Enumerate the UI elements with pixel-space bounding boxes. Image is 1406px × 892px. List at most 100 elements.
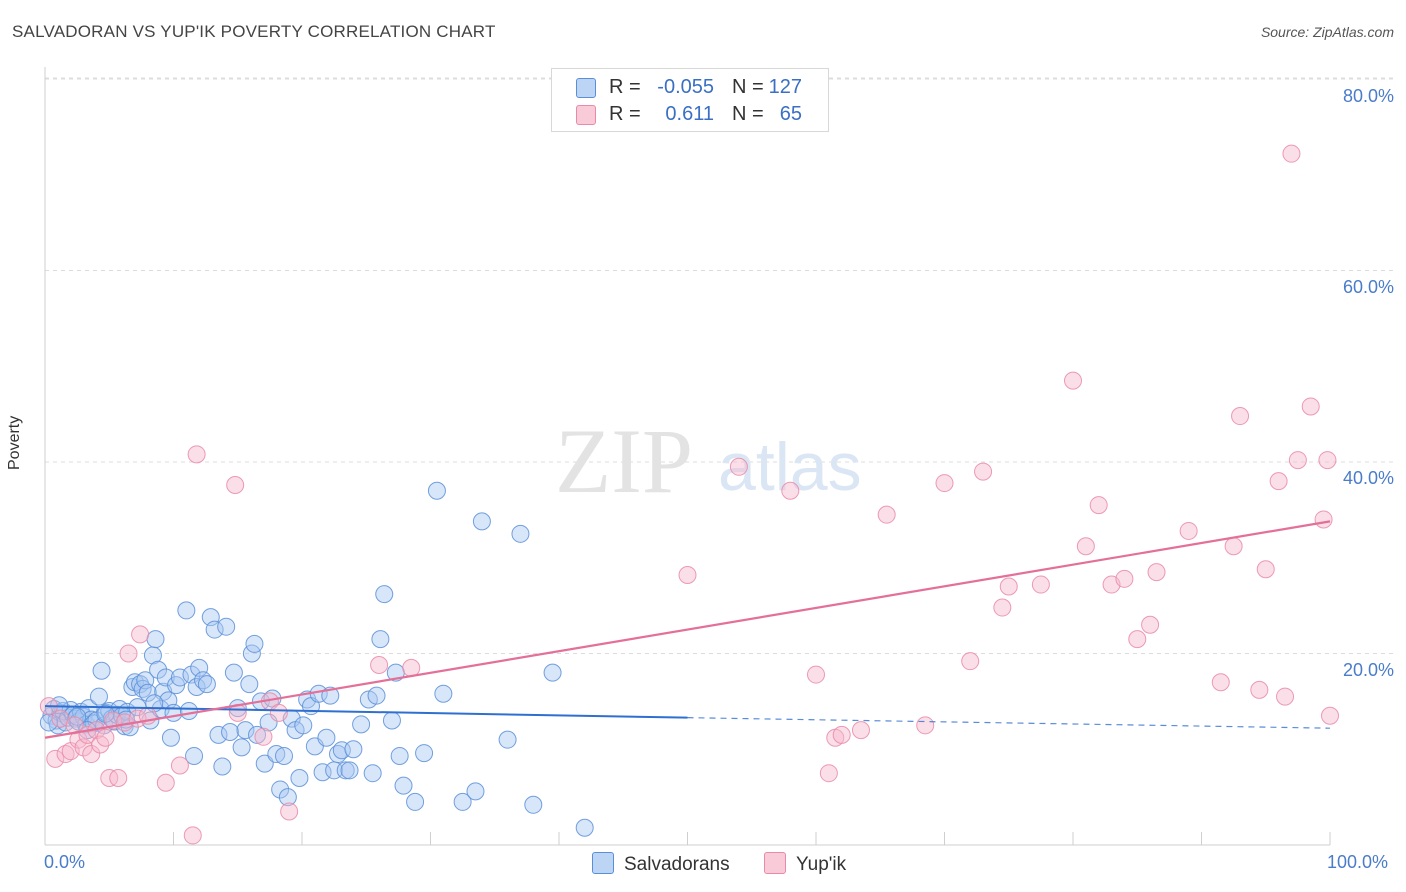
bottom-legend-salvadorans: Salvadorans: [592, 852, 730, 876]
watermark-atlas: atlas: [718, 429, 862, 505]
yupik-swatch: [576, 105, 596, 125]
salvadoran-point: [543, 663, 562, 682]
salvadoran-point: [177, 601, 196, 620]
yupik-point: [935, 474, 954, 493]
yupik-point: [1318, 451, 1337, 470]
yupik-point: [183, 826, 202, 845]
legend-r-value: -0.055: [657, 76, 714, 98]
y-axis-label: Poverty: [6, 415, 23, 470]
gridlines: [45, 77, 1395, 654]
salvadoran-point: [367, 686, 386, 705]
yupik-point: [1064, 371, 1082, 390]
legend-r-value: 0.611: [665, 103, 714, 125]
yupik-point: [370, 655, 389, 674]
salvadoran-point: [146, 630, 165, 649]
salvadoran-point: [511, 524, 530, 543]
salvadoran-point: [96, 704, 115, 723]
legend-n-label: N =: [732, 103, 764, 125]
bottom-legend-yupik: Yup'ik: [764, 852, 846, 876]
yupik-swatch: [764, 852, 786, 874]
yupik-point: [974, 462, 993, 481]
y-tick-label: 80.0%: [1342, 86, 1394, 106]
yupik-point: [1231, 407, 1250, 426]
yupik-point: [851, 721, 870, 740]
salvadoran-trend-line: [44, 705, 688, 719]
yupik-point: [1076, 537, 1095, 556]
legend-r-label: R =: [609, 76, 641, 98]
legend-r-label: R =: [609, 103, 641, 125]
salvadoran-swatch: [576, 78, 596, 98]
salvadoran-point: [313, 763, 332, 782]
yupik-point: [170, 756, 189, 775]
yupik-point: [961, 652, 980, 671]
salvadoran-point: [187, 678, 206, 697]
yupik-point: [96, 728, 115, 747]
salvadoran-point: [394, 776, 413, 795]
yupik-point: [119, 644, 138, 663]
yupik-point: [1224, 537, 1243, 556]
yupik-point: [993, 598, 1012, 617]
salvadoran-point: [382, 711, 401, 730]
salvadoran-point: [466, 782, 485, 801]
legend-n-value: 127: [768, 76, 802, 98]
yupik-point: [1128, 630, 1147, 649]
bottom-legend-label: Yup'ik: [796, 854, 847, 875]
source-credit: Source: ZipAtlas.com: [1260, 24, 1394, 40]
x-tick-label: 100.0%: [1327, 852, 1389, 872]
y-tick-label: 40.0%: [1342, 468, 1394, 488]
salvadoran-point: [245, 634, 264, 653]
yupik-point: [1282, 144, 1301, 163]
yupik-point: [1250, 680, 1269, 699]
trend-lines: [44, 520, 1331, 739]
salvadoran-swatch: [592, 852, 614, 874]
salvadoran-point: [294, 716, 313, 735]
yupik-point: [1276, 687, 1295, 706]
correlation-legend: R = -0.055 N = 127 R = 0.611 N = 65: [551, 68, 829, 132]
salvadoran-point: [453, 792, 472, 811]
yupik-point: [1147, 563, 1166, 582]
yupik-point: [807, 665, 825, 684]
watermark-zip: ZIP: [555, 410, 693, 512]
yupik-point: [1179, 521, 1198, 540]
bottom-legend-label: Salvadorans: [624, 854, 730, 875]
salvadoran-point: [164, 703, 183, 722]
yupik-point: [1141, 615, 1160, 634]
salvadoran-point: [185, 746, 204, 765]
salvadoran-points: [39, 481, 594, 837]
yupik-point: [269, 703, 288, 722]
salvadoran-point: [498, 730, 517, 749]
yupik-point: [1301, 397, 1320, 416]
salvadoran-point: [427, 481, 446, 500]
salvadoran-point: [209, 725, 228, 744]
salvadoran-point: [170, 668, 189, 687]
salvadoran-point: [236, 721, 255, 740]
salvadoran-point: [197, 675, 216, 694]
salvadoran-point: [524, 795, 543, 814]
salvadoran-point: [290, 768, 309, 787]
salvadoran-point: [340, 761, 359, 780]
yupik-point: [187, 445, 206, 464]
yupik-point: [877, 505, 896, 524]
salvadoran-point: [213, 757, 232, 776]
salvadoran-point: [232, 738, 251, 757]
yupik-point: [1211, 673, 1230, 692]
salvadoran-point: [240, 675, 259, 694]
salvadoran-point: [375, 585, 394, 604]
salvadoran-point: [217, 617, 236, 636]
yupik-point: [1089, 496, 1108, 515]
chart-title: SALVADORAN VS YUP'IK POVERTY CORRELATION…: [12, 22, 496, 41]
salvadoran-point: [336, 761, 355, 780]
yupik-point: [1115, 569, 1134, 588]
yupik-point: [56, 745, 75, 764]
yupik-point: [1314, 510, 1333, 529]
legend-n-value: 65: [779, 103, 802, 125]
yupik-trend-line: [44, 520, 1331, 739]
legend-n-label: N =: [732, 76, 764, 98]
yupik-point: [1269, 472, 1288, 491]
yupik-point: [131, 625, 150, 644]
salvadoran-point: [390, 746, 409, 765]
yupik-point: [402, 658, 421, 677]
salvadoran-point: [179, 701, 198, 720]
yupik-point: [82, 745, 101, 764]
yupik-point: [254, 727, 273, 746]
